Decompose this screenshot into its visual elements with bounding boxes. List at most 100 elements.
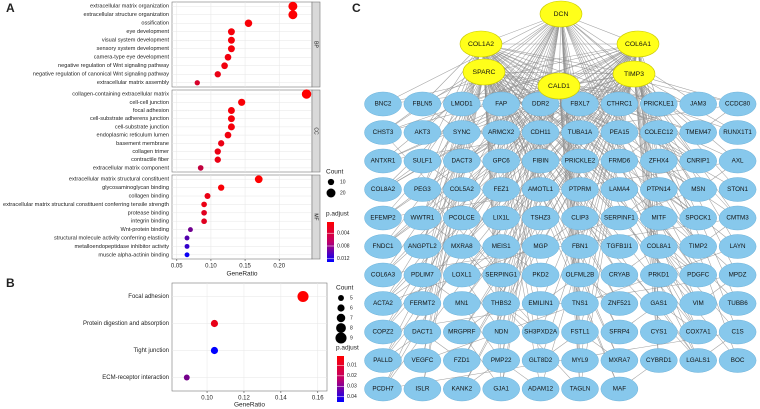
panel-label: A — [6, 1, 15, 15]
edge — [382, 331, 738, 390]
gene-label: PRICKLE2 — [565, 158, 596, 165]
gene-label: LAYN — [730, 243, 746, 250]
gene-node — [482, 291, 520, 316]
gene-node — [443, 120, 481, 145]
gene-node — [403, 91, 442, 117]
legend-dot — [326, 188, 336, 198]
y-tick-label: metalloendopeptidase inhibitor activity — [74, 244, 169, 250]
gene-node — [364, 348, 402, 373]
hub-label: COL6A1 — [625, 41, 651, 48]
dot — [227, 107, 235, 114]
dot — [301, 89, 312, 99]
dot — [184, 235, 190, 241]
gene-node — [600, 348, 639, 373]
gene-label: COLEC12 — [644, 129, 673, 136]
gene-label: PTPRM — [569, 186, 591, 193]
legend-title: p.adjust — [336, 345, 359, 352]
dot — [218, 184, 225, 191]
facet-label: BP — [313, 41, 319, 48]
gene-node — [443, 234, 481, 259]
dot — [210, 319, 219, 328]
edge — [483, 71, 502, 162]
gene-label: MPDZ — [729, 272, 747, 279]
edge — [579, 43, 639, 133]
gene-node — [443, 348, 481, 373]
gene-node — [443, 91, 481, 117]
gene-label: MSN — [691, 186, 705, 193]
legend-dot — [336, 323, 346, 333]
gene-label: CYBRD1 — [646, 357, 672, 364]
legend-label: 0.02 — [347, 373, 357, 379]
gene-label: LAMA4 — [609, 186, 630, 193]
gene-label: MGP — [533, 243, 547, 250]
gene-node — [561, 91, 599, 117]
gene-label: COX7A1 — [686, 329, 711, 336]
gene-node — [364, 262, 402, 288]
edge — [422, 43, 482, 304]
gene-node — [403, 291, 442, 316]
gene-node — [482, 120, 520, 145]
gene-node — [679, 91, 717, 117]
colorbar — [327, 222, 334, 262]
legend-title: p.adjust — [326, 211, 349, 218]
edge — [500, 303, 581, 390]
gene-node — [482, 319, 520, 345]
legend-label: 20 — [340, 190, 346, 196]
dot — [288, 1, 298, 11]
gene-node — [718, 148, 757, 174]
gene-node — [482, 376, 520, 402]
gene-node — [521, 120, 560, 145]
gene-node — [679, 148, 717, 174]
gene-label: CMTM3 — [726, 215, 749, 222]
hub-node — [612, 60, 656, 88]
gene-node — [718, 120, 757, 145]
gene-label: COL5A2 — [450, 186, 475, 193]
gene-label: MEIS1 — [492, 243, 511, 250]
gene-node — [521, 291, 560, 316]
dot — [201, 201, 207, 208]
gene-node — [679, 234, 717, 259]
gene-label: PTPN14 — [647, 186, 671, 193]
gene-node — [561, 376, 599, 402]
gene-node — [482, 205, 520, 231]
plot-panel — [171, 174, 313, 260]
dot — [227, 115, 235, 123]
dot — [221, 62, 228, 70]
gene-node — [364, 319, 402, 345]
x-tick-label: 0.05 — [171, 264, 183, 270]
legend-label: 6 — [350, 305, 353, 311]
dot — [224, 131, 232, 139]
gene-label: PKD2 — [532, 272, 549, 279]
x-axis-label: GeneRatio — [234, 402, 265, 409]
edge — [422, 43, 482, 133]
gene-label: BOC — [731, 357, 745, 364]
gene-label: PRICKLE1 — [644, 101, 675, 108]
y-tick-label: structural molecule activity conferring … — [54, 235, 169, 241]
gene-node — [640, 319, 678, 345]
gene-label: PEA15 — [610, 129, 630, 136]
dot — [238, 98, 246, 106]
gene-label: SULF1 — [413, 158, 433, 165]
gene-node — [443, 177, 481, 202]
gene-label: NDN — [494, 329, 508, 336]
gene-label: LIX1L — [493, 215, 510, 222]
edge — [540, 73, 635, 162]
edge — [382, 132, 463, 219]
gene-label: JAM3 — [690, 101, 707, 108]
y-tick-label: collagen binding — [129, 193, 169, 199]
gene-label: VEGFC — [412, 357, 434, 364]
y-tick-label: extracellular matrix assembly — [97, 80, 169, 86]
gene-node — [403, 234, 442, 259]
dot — [201, 218, 207, 225]
gene-label: TSHZ3 — [531, 215, 551, 222]
gene-label: AKT3 — [415, 129, 431, 136]
gene-label: SFRP4 — [609, 329, 630, 336]
gene-node — [364, 376, 402, 402]
edge — [633, 73, 660, 333]
legend-dot — [327, 178, 335, 186]
gene-label: ACTA2 — [373, 300, 393, 307]
dot — [184, 243, 190, 249]
x-tick-label: 0.10 — [205, 264, 217, 270]
legend-title: Count — [336, 285, 354, 292]
gene-node — [443, 291, 481, 316]
